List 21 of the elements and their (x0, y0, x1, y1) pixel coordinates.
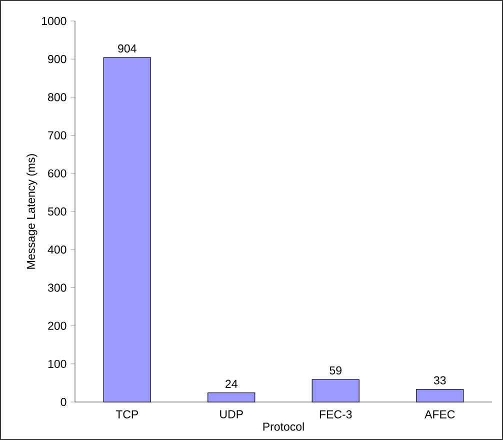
y-tick-label: 700 (48, 131, 66, 140)
x-axis-title: Protocol (263, 422, 304, 431)
y-tick-label: 800 (48, 93, 66, 102)
y-tick-label: 1000 (42, 16, 66, 26)
y-axis-title: Message Latency (ms) (26, 154, 38, 269)
y-tick-label: 0 (60, 398, 66, 406)
y-tick-label: 200 (48, 322, 66, 330)
y-tick-label: 900 (48, 55, 66, 64)
x-tick-label: FEC-3 (320, 410, 352, 418)
x-tick-label: UDP (220, 410, 243, 418)
x-tick-label: TCP (116, 410, 138, 418)
y-tick-label: 400 (48, 246, 66, 254)
data-label: 59 (330, 366, 342, 374)
data-label: 33 (434, 376, 446, 384)
y-tick-label: 300 (48, 284, 66, 292)
data-label: 904 (118, 44, 136, 53)
y-tick-label: 500 (48, 207, 66, 216)
y-tick-label: 100 (48, 360, 66, 368)
data-label: 24 (226, 380, 238, 388)
y-tick-label: 600 (48, 169, 66, 178)
x-tick-label: AFEC (424, 410, 455, 418)
